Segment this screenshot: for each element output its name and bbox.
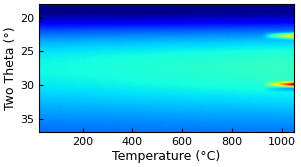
Y-axis label: Two Theta (°): Two Theta (°) <box>4 26 17 110</box>
X-axis label: Temperature (°C): Temperature (°C) <box>113 150 221 163</box>
